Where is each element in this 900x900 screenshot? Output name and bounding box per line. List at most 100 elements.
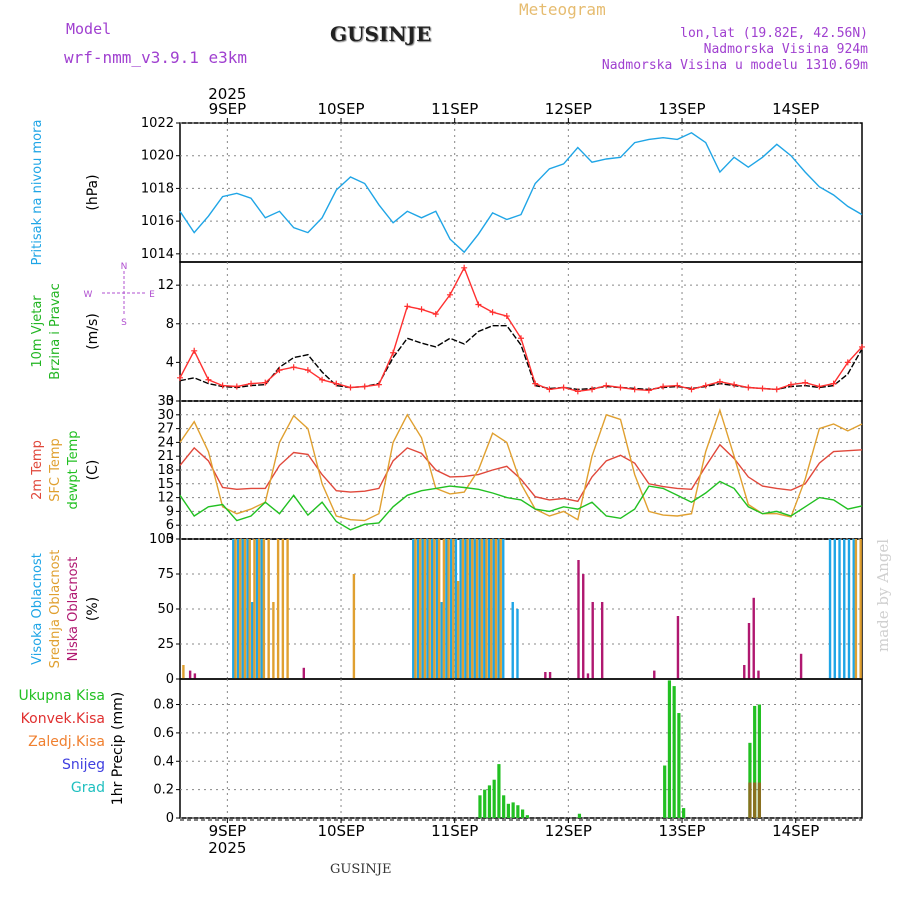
bar [663,765,667,818]
series-line [179,266,863,393]
bar [852,539,855,679]
bar [525,815,529,818]
gust-marker [560,384,567,391]
series-line [179,443,863,503]
y-tick-label: 30 [157,408,174,423]
y-tick-label: 0 [166,811,174,826]
model-label: Model [66,20,112,38]
day-label: 14SEP [772,822,819,840]
bar [272,602,275,679]
bar [182,665,185,679]
gust-marker [503,313,510,320]
bar [480,539,483,679]
bar [281,539,285,679]
gust-marker [475,301,482,308]
series-niska-oblacnost [188,560,803,679]
bar [548,672,552,679]
bar [667,680,672,818]
axis-unit-label: (%) [85,597,101,621]
bar [757,670,760,679]
series-line [179,480,863,531]
gust-marker [688,386,695,393]
bar [497,539,500,679]
y-tick-label: 12 [157,278,174,293]
bar [433,539,436,679]
bar [468,539,472,679]
bar [473,539,477,679]
gust-marker [304,367,311,374]
y-tick-label: 18 [157,463,174,478]
wind-direction-key: N E S W [84,262,156,328]
bar [586,673,590,679]
series-visoka-oblacnost [232,539,855,679]
y-tick-label: 25 [157,637,174,652]
bar [487,785,492,818]
bar [449,539,453,679]
day-label: 12SEP [545,822,592,840]
axis-label: 10m Vjetar [30,295,45,368]
bar [799,653,803,679]
gust-marker [375,381,382,388]
bar [428,539,431,679]
series-srednja-oblacnost [182,539,862,679]
bar [577,560,580,679]
axis-label: Niska Oblacnost [66,557,81,662]
bar [454,539,458,679]
legend-label: Grad [71,780,105,796]
bar [251,602,254,679]
bar [521,809,525,818]
y-tick-label: 0.8 [153,698,174,713]
gust-marker [589,386,596,393]
y-tick-label: 50 [157,602,174,617]
gust-marker [347,384,354,391]
gust-marker [859,343,865,350]
gust-marker [518,335,524,342]
gust-marker [432,311,439,318]
bar [442,539,446,679]
model-elevation: Nadmorska Visina u modelu 1310.69m [601,58,868,73]
year-label: 2025 [208,839,246,857]
gust-marker [716,378,723,385]
y-tick-label: 1018 [141,181,174,196]
wind-key-letter: E [149,290,155,300]
axis-unit-label: (C) [85,460,101,481]
series-line [179,407,863,522]
bar [577,813,582,818]
gust-marker [787,381,794,388]
gust-marker [390,349,397,356]
y-tick-label: 1014 [141,247,174,262]
bar [188,670,192,679]
bar [246,539,249,679]
axis-unit-label: 1hr Precip (mm) [110,692,126,805]
bar [262,539,266,679]
bar [757,782,762,818]
y-tick-label: 0.6 [153,726,174,741]
bar [276,539,280,679]
y-tick-label: 0 [166,394,174,409]
bar [487,539,491,679]
gust-marker [446,291,453,298]
y-tick-label: 6 [166,518,174,533]
gust-marker [205,376,212,383]
gust-marker [645,387,652,394]
gust-marker [276,367,283,374]
y-tick-label: 1016 [141,214,174,229]
bar [232,539,235,679]
bar [752,597,755,679]
footer-location: GUSINJE [330,862,392,877]
bar [257,539,261,679]
gust-marker [418,306,425,313]
bar [492,779,496,818]
day-label: 11SEP [431,100,478,118]
bar [423,539,427,679]
bar [544,672,547,679]
bar [445,539,448,679]
bar [352,574,356,679]
bar [833,539,836,679]
series-line [179,131,863,254]
bar [421,539,424,679]
